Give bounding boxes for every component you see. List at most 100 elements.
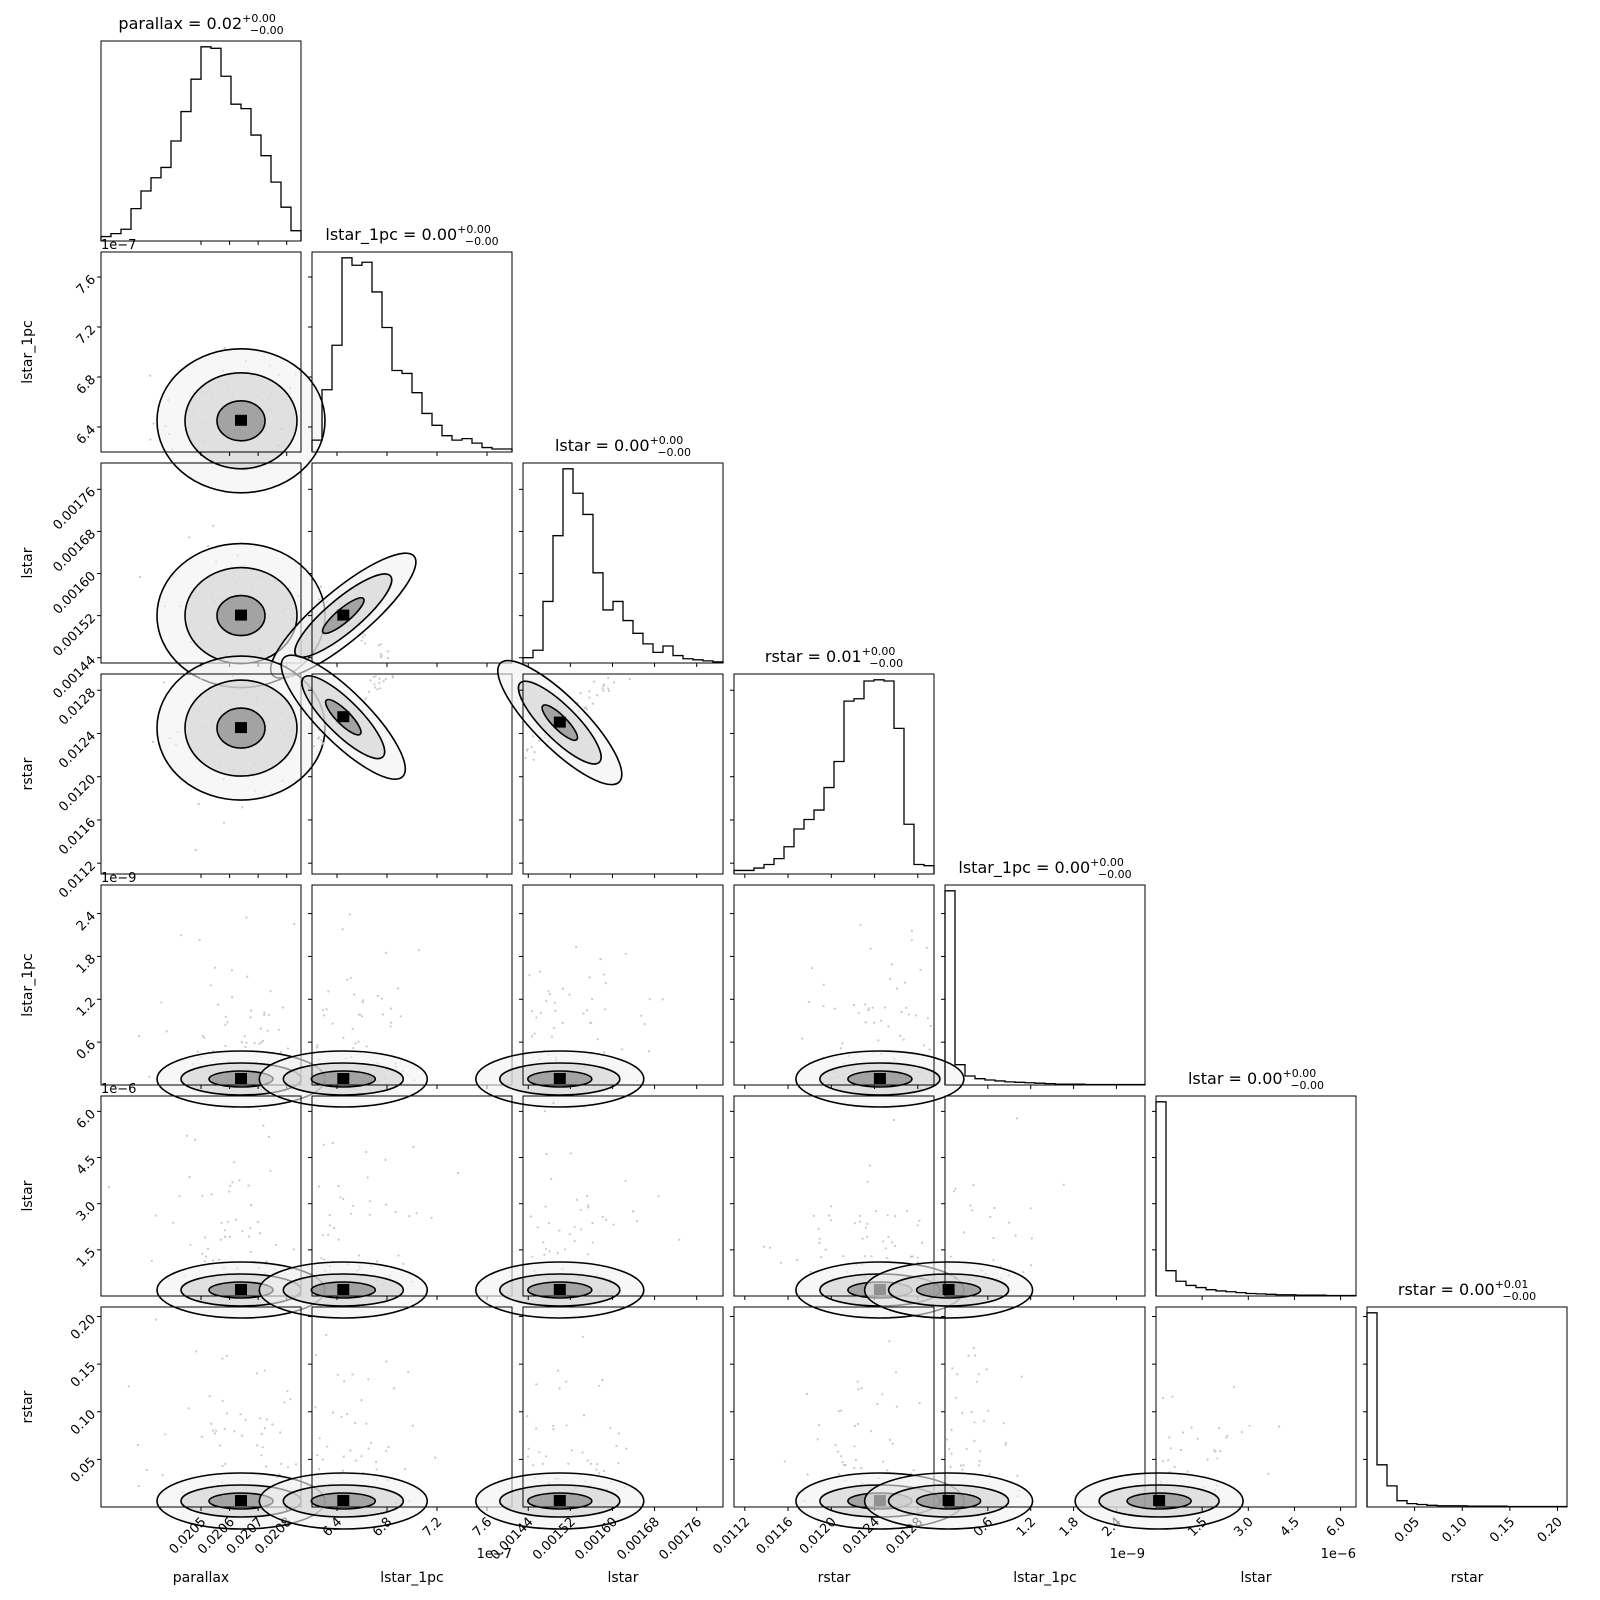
scatter-point <box>588 696 591 699</box>
scatter-point <box>202 1036 206 1039</box>
scatter-point <box>365 1045 368 1048</box>
panel-title: lstar = 0.00+0.00 −0.00 <box>1188 1067 1324 1092</box>
scatter-point <box>842 1255 845 1258</box>
y-tick-label: 0.00160 <box>50 569 99 618</box>
scatter-point <box>962 1464 965 1467</box>
title-name: rstar <box>765 647 803 666</box>
scatter-point <box>550 1035 554 1038</box>
scatter-point <box>567 1462 570 1465</box>
scatter-point <box>258 1108 261 1111</box>
scatter-point <box>295 1463 298 1466</box>
x-tick-label: 0.0120 <box>797 1515 840 1558</box>
y-tick-label: 0.0120 <box>56 772 99 815</box>
scatter-point <box>954 1187 957 1190</box>
y-tick-label: 0.00168 <box>50 527 99 576</box>
title-name: parallax <box>118 14 183 33</box>
scatter-point <box>807 1000 810 1004</box>
scatter-point <box>1173 1465 1176 1469</box>
scatter-point <box>648 998 651 1001</box>
scatter-point <box>946 1438 949 1441</box>
y-tick-label: 7.2 <box>74 322 99 347</box>
scatter-point <box>888 1340 891 1343</box>
scatter-point <box>365 1422 368 1425</box>
scatter-point <box>245 916 248 919</box>
scatter-point <box>860 1467 863 1470</box>
scatter-point <box>379 653 382 656</box>
scatter-point <box>535 1427 538 1430</box>
scatter-point <box>331 1141 334 1145</box>
scatter-point <box>221 1357 224 1360</box>
scatter-point <box>536 1226 539 1229</box>
scatter-point <box>1021 1270 1025 1274</box>
scatter-point <box>1016 1474 1019 1477</box>
scatter-point <box>902 1038 905 1041</box>
scatter-point <box>856 1380 859 1383</box>
scatter-point <box>322 742 325 745</box>
scatter-point <box>277 1028 280 1031</box>
title-name: lstar_1pc <box>325 225 398 245</box>
scatter-point <box>230 969 233 972</box>
scatter-point <box>859 1214 862 1217</box>
scatter-point <box>415 1212 418 1215</box>
scatter-point <box>364 642 367 645</box>
panel-3-1 <box>280 654 513 878</box>
title-plus-error: +0.00 <box>1283 1067 1317 1080</box>
scatter-point <box>903 981 906 984</box>
scatter-point <box>601 1378 604 1382</box>
scatter-point <box>278 1473 281 1476</box>
scatter-point <box>573 1240 576 1243</box>
scatter-point <box>556 1252 559 1255</box>
scatter-point <box>314 1354 317 1357</box>
scatter-point <box>596 1038 599 1041</box>
scatter-point <box>840 1409 843 1412</box>
scatter-point <box>243 1035 246 1038</box>
scatter-point <box>341 928 344 931</box>
scatter-point <box>603 1051 606 1054</box>
scatter-point <box>389 1007 393 1010</box>
scatter-point <box>357 1254 360 1257</box>
title-name: rstar <box>1398 1280 1436 1299</box>
scatter-point <box>349 1449 352 1452</box>
scatter-point <box>864 1003 867 1006</box>
y-tick-label: 0.6 <box>74 1038 99 1063</box>
scatter-point <box>379 687 382 690</box>
scatter-point <box>407 1371 410 1374</box>
scatter-point <box>859 923 862 926</box>
scatter-point <box>621 1048 624 1051</box>
scatter-point <box>579 1208 582 1211</box>
scatter-point <box>992 1258 995 1261</box>
title-value: 0.00 <box>1247 1069 1283 1088</box>
scatter-point <box>553 1001 556 1004</box>
scatter-point <box>543 1110 547 1113</box>
scatter-point <box>265 1465 268 1468</box>
panel-frame <box>522 1095 724 1297</box>
scatter-point <box>625 1447 628 1450</box>
scatter-point <box>992 1237 995 1240</box>
density-peak <box>553 716 566 728</box>
scatter-point <box>342 1455 345 1458</box>
scatter-point <box>837 1450 840 1453</box>
scatter-point <box>376 1260 379 1263</box>
scatter-point <box>806 1392 809 1396</box>
scatter-point <box>394 1210 397 1213</box>
x-axis-offset: 1e−9 <box>1110 1547 1145 1562</box>
scatter-point <box>1169 1447 1172 1450</box>
scatter-point <box>378 677 381 680</box>
y-axis-offset: 1e−6 <box>101 1082 136 1097</box>
scatter-point <box>824 1248 827 1251</box>
scatter-point <box>643 1022 646 1026</box>
scatter-point <box>187 1407 190 1410</box>
title-equals: = <box>183 14 207 33</box>
scatter-point <box>899 1034 902 1037</box>
scatter-point <box>598 1384 601 1387</box>
density-peak <box>553 1073 566 1084</box>
panel-frame <box>522 884 724 1086</box>
scatter-point <box>238 1179 241 1182</box>
y-axis-label: rstar <box>20 757 36 790</box>
panel-frame <box>311 251 513 453</box>
scatter-point <box>355 1459 358 1462</box>
scatter-point <box>602 1469 606 1473</box>
panel-6-5: 1.5 3.0 4.5 6.0 <box>1074 1306 1357 1540</box>
scatter-point <box>210 1193 213 1196</box>
scatter-point <box>864 1021 867 1024</box>
